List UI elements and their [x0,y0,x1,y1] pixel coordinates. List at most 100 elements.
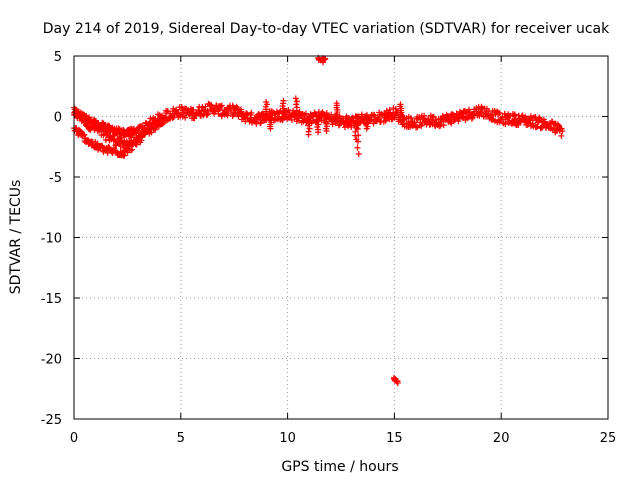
data-point [279,108,286,115]
y-tick-label: 5 [54,50,62,65]
data-point [305,131,312,138]
data-points [71,54,566,387]
data-point [397,101,404,108]
data-point [355,138,362,145]
data-point [280,113,287,120]
data-point [205,109,212,116]
data-point [355,113,362,120]
data-point [212,108,219,115]
data-point [323,128,330,135]
data-point [328,111,335,118]
y-tick-label: -20 [41,353,62,368]
data-point [72,106,79,113]
data-point [411,119,418,126]
data-point [248,109,255,116]
data-point [238,108,245,115]
data-point [552,120,559,127]
data-point [169,114,176,121]
data-point [345,123,352,130]
x-axis-label: GPS time / hours [281,459,398,475]
data-point [435,119,442,126]
data-point [341,124,348,131]
data-point [130,125,137,132]
data-point [355,151,362,158]
data-point [202,103,209,110]
x-tick-label: 20 [493,431,510,446]
data-point [354,126,361,133]
data-point [392,105,399,112]
data-point [267,125,274,132]
data-point [496,110,503,117]
data-point [394,380,401,387]
y-tick-labels: 5 0 -5 -10 -15 -20 -25 [41,50,62,428]
data-point [383,107,390,114]
data-point [199,104,206,111]
data-point [392,377,399,384]
y-tick-label: -15 [41,292,62,307]
data-point [302,110,309,117]
data-point [371,112,378,119]
data-point [182,114,189,121]
data-point [430,113,437,120]
x-tick-labels: 0 5 10 15 20 25 [70,431,616,446]
data-point [511,111,518,118]
data-point [173,106,180,113]
x-tick-label: 25 [600,431,617,446]
data-point [333,100,340,107]
y-tick-label: -5 [49,171,62,186]
data-point [160,119,167,126]
data-point [233,103,240,110]
data-point [386,106,393,113]
data-point [293,104,300,111]
y-tick-label: -10 [41,232,62,247]
data-point [348,123,355,130]
data-point [539,124,546,131]
data-point [314,123,321,130]
data-point [178,103,185,110]
x-tick-label: 0 [70,431,78,446]
plot-frame [73,55,609,420]
data-point [227,108,234,115]
data-point [315,129,322,136]
data-point [536,114,543,121]
data-point [174,110,181,117]
data-point [133,141,140,148]
data-point [124,149,131,156]
data-point [311,110,318,117]
data-point [421,112,428,119]
data-point [280,105,287,112]
data-point [305,116,312,123]
data-point [81,131,88,138]
data-point [293,101,300,108]
data-point [315,121,322,128]
x-tick-label: 15 [386,431,403,446]
data-point [314,113,321,120]
data-point [293,98,300,105]
data-point [281,110,288,117]
chart-title: Day 214 of 2019, Sidereal Day-to-day VTE… [43,21,610,37]
data-point [292,95,299,102]
data-point [468,115,475,122]
data-point [121,152,128,159]
data-point [314,118,321,125]
data-point [515,122,522,129]
data-point [305,122,312,129]
data-point [160,114,167,121]
data-point [382,117,389,124]
data-point [159,120,166,127]
data-point [559,128,566,135]
data-point [363,125,370,132]
data-point [306,119,313,126]
data-point [218,102,225,109]
data-point [288,116,295,123]
data-point [293,110,300,117]
y-tick-label: -25 [41,413,62,428]
data-point [217,103,224,110]
y-axis-label: SDTVAR / TECUs [8,180,24,295]
data-point [104,150,111,157]
data-point [263,98,270,105]
x-tick-label: 10 [279,431,296,446]
data-point [455,118,462,125]
data-point [440,122,447,129]
data-point [355,132,362,139]
